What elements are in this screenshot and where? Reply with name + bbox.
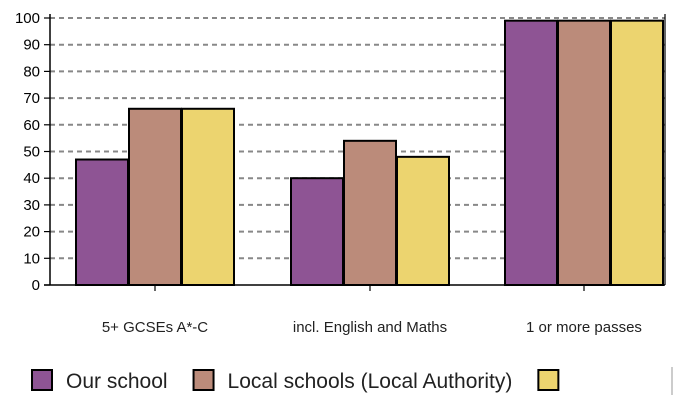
bars [76, 21, 663, 285]
y-tick-label: 70 [23, 90, 40, 107]
y-tick-label: 80 [23, 63, 40, 80]
y-tick-label: 40 [23, 170, 40, 187]
legend: Our school Local schools (Local Authority… [32, 367, 672, 395]
legend-swatch [194, 370, 214, 390]
category-labels: 5+ GCSEs A*-C incl. English and Maths 1 or… [102, 319, 642, 336]
y-tick-label: 30 [23, 197, 40, 214]
bar [344, 141, 396, 285]
bar [397, 157, 449, 285]
bar [505, 21, 557, 285]
bar [76, 160, 128, 285]
y-tick-label: 20 [23, 224, 40, 241]
x-category-label: 1 or more passes [526, 319, 642, 336]
y-tick-label: 0 [32, 277, 40, 294]
bar [611, 21, 663, 285]
y-tick-label: 60 [23, 117, 40, 134]
bar [558, 21, 610, 285]
y-tick-label: 50 [23, 144, 40, 161]
x-category-label: 5+ GCSEs A*-C [102, 319, 208, 336]
bar [291, 178, 343, 285]
legend-swatch [32, 370, 52, 390]
bar [182, 109, 234, 285]
x-category-label: incl. English and Maths [293, 319, 447, 336]
y-tick-label: 90 [23, 37, 40, 54]
y-axis-ticks: 0 10 20 30 40 50 60 70 80 90 100 [15, 10, 50, 294]
y-tick-label: 10 [23, 250, 40, 267]
legend-swatch [538, 370, 558, 390]
y-tick-label: 100 [15, 10, 40, 27]
bar [129, 109, 181, 285]
legend-label: Local schools (Local Authority) [228, 370, 513, 393]
legend-label: Our school [66, 370, 168, 393]
